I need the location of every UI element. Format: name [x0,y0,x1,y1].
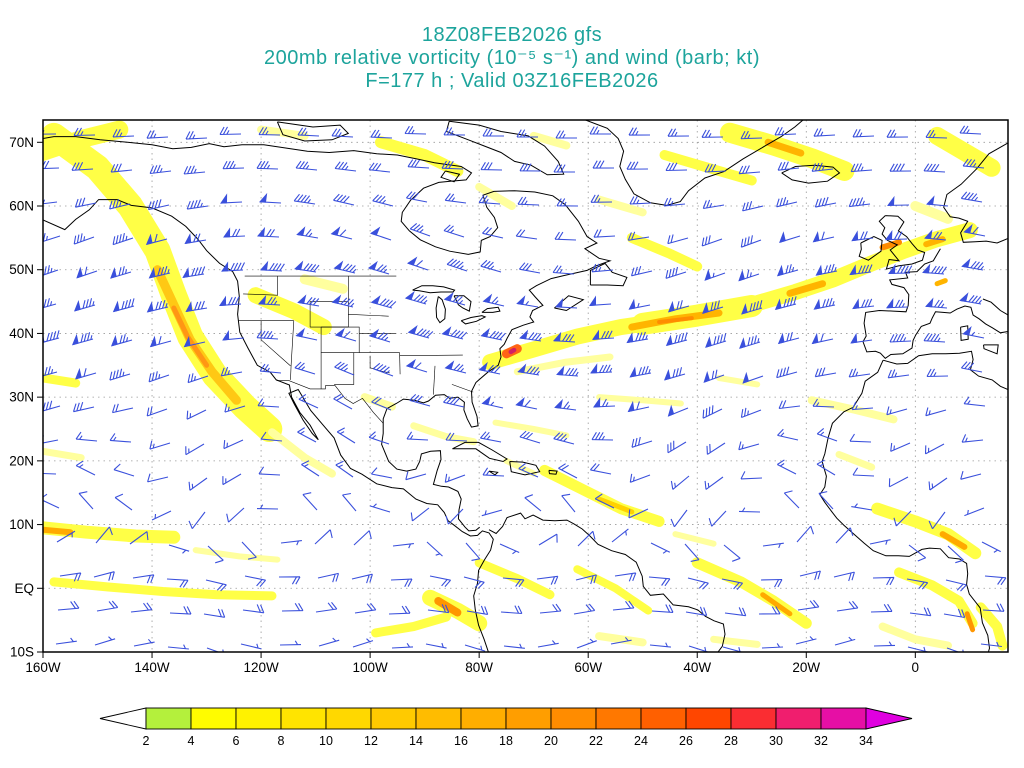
colorbar-tick-label: 24 [634,734,648,748]
lat-tick-label: 20N [9,453,34,468]
lon-tick-label: 0 [912,660,920,675]
colorbar-segment [415,707,462,730]
colorbar-segment [820,707,867,730]
colorbar-tick-label: 2 [143,734,150,748]
lon-tick-label: 120W [243,660,279,675]
colorbar-tick-label: 12 [364,734,378,748]
lon-tick-label: 60W [574,660,602,675]
lat-tick-label: 60N [9,199,34,214]
colorbar-tick-label: 8 [278,734,285,748]
colorbar-segment [145,707,192,730]
colorbar-tick-label: 22 [589,734,603,748]
lat-tick-label: 40N [9,326,34,341]
colorbar-tick-label: 10 [319,734,333,748]
colorbar-tick-label: 16 [454,734,468,748]
colorbar-under-arrow [99,707,147,730]
colorbar-tick-label: 26 [679,734,693,748]
colorbar-segment [235,707,282,730]
colorbar-segment [730,707,777,730]
colorbar-segment [685,707,732,730]
lon-tick-label: 40W [683,660,711,675]
lat-tick-label: 50N [9,262,34,277]
lon-tick-label: 160W [25,660,61,675]
lat-tick-label: 30N [9,390,34,405]
colorbar-segment [460,707,507,730]
colorbar: 2 4 6 8 10 12 14 16 18 20 22 24 26 28 30 32 34 [99,707,913,748]
colorbar-segment [190,707,237,730]
lat-tick-label: 10S [10,645,34,660]
colorbar-tick-label: 14 [409,734,423,748]
colorbar-tick-label: 28 [724,734,738,748]
colorbar-segment [550,707,597,730]
grid-lines [42,120,1008,653]
colorbar-over-arrow [865,707,913,730]
colorbar-segment [325,707,372,730]
colorbar-segment [775,707,822,730]
lon-tick-label: 100W [352,660,388,675]
colorbar-segment [640,707,687,730]
colorbar-tick-label: 34 [859,734,873,748]
lon-tick-label: 20W [792,660,820,675]
title-line-field: 200mb relative vorticity (10⁻⁵ s⁻¹) and … [264,47,760,69]
colorbar-tick-label: 18 [499,734,513,748]
colorbar-tick-label: 20 [544,734,558,748]
title-line-init: 18Z08FEB2026 gfs [421,24,603,46]
colorbar-tick-label: 4 [188,734,195,748]
wind-barbs [43,125,1007,652]
map-frame [42,119,1009,653]
lat-tick-label: EQ [14,581,34,596]
colorbar-segment [370,707,417,730]
lon-tick-label: 140W [134,660,170,675]
lat-tick-label: 10N [9,517,34,532]
colorbar-segment [505,707,552,730]
lat-tick-label: 70N [9,135,34,150]
colorbar-segment [595,707,642,730]
colorbar-tick-label: 30 [769,734,783,748]
lon-tick-label: 80W [465,660,493,675]
chart-title: 18Z08FEB2026 gfs 200mb relative vorticit… [0,24,1024,93]
colorbar-tick-label: 32 [814,734,828,748]
coastlines [43,120,1008,652]
title-line-valid: F=177 h ; Valid 03Z16FEB2026 [365,70,659,92]
colorbar-segment [280,707,327,730]
colorbar-tick-label: 6 [233,734,240,748]
vorticity-shading [43,120,1008,651]
state-borders [238,275,474,424]
